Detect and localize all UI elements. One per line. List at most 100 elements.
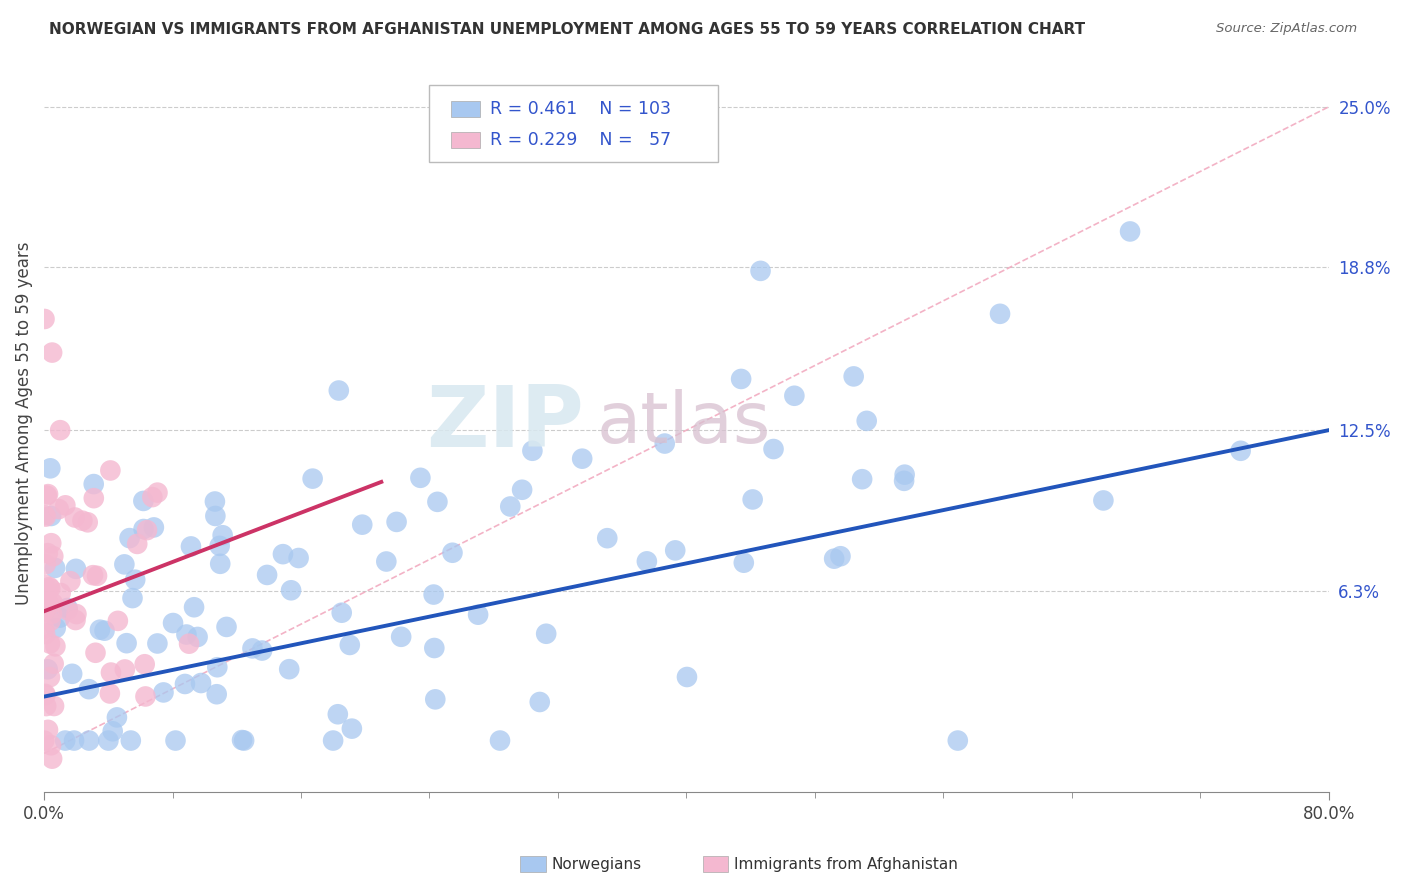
Point xyxy=(893,474,915,488)
Point xyxy=(242,641,264,656)
Point xyxy=(1119,224,1142,238)
Point xyxy=(65,613,87,627)
Point xyxy=(63,733,86,747)
Point xyxy=(422,588,444,602)
Point xyxy=(34,508,56,523)
Point xyxy=(190,676,212,690)
Point xyxy=(44,561,66,575)
Point xyxy=(287,551,309,566)
Point xyxy=(741,492,763,507)
Point xyxy=(34,627,56,641)
Point xyxy=(39,614,62,628)
Point xyxy=(730,372,752,386)
Point xyxy=(851,472,873,486)
Point xyxy=(39,582,62,596)
Point xyxy=(83,491,105,505)
Point xyxy=(72,514,94,528)
Text: R = 0.461    N = 103: R = 0.461 N = 103 xyxy=(489,100,671,118)
Point xyxy=(35,595,58,609)
Point xyxy=(165,733,187,747)
Point xyxy=(42,698,65,713)
Point xyxy=(53,499,76,513)
Point xyxy=(32,622,55,636)
Point xyxy=(152,685,174,699)
Point xyxy=(823,551,845,566)
Point xyxy=(571,451,593,466)
Point xyxy=(41,752,63,766)
Point xyxy=(187,630,209,644)
Point xyxy=(762,442,785,456)
Point xyxy=(676,670,699,684)
Point xyxy=(425,692,447,706)
Point xyxy=(120,733,142,747)
Point xyxy=(893,467,915,482)
Point xyxy=(499,500,522,514)
Point xyxy=(39,670,62,684)
FancyBboxPatch shape xyxy=(451,101,479,117)
Point xyxy=(45,621,67,635)
Text: ZIP: ZIP xyxy=(426,382,583,466)
Point xyxy=(35,489,58,503)
Text: NORWEGIAN VS IMMIGRANTS FROM AFGHANISTAN UNEMPLOYMENT AMONG AGES 55 TO 59 YEARS : NORWEGIAN VS IMMIGRANTS FROM AFGHANISTAN… xyxy=(49,22,1085,37)
Point xyxy=(100,665,122,680)
Point xyxy=(385,515,408,529)
Point xyxy=(63,510,86,524)
Point xyxy=(97,733,120,747)
Point xyxy=(205,687,228,701)
FancyBboxPatch shape xyxy=(429,85,718,162)
Point xyxy=(489,733,512,747)
Point xyxy=(39,508,62,523)
Point xyxy=(98,686,121,700)
Point xyxy=(510,483,533,497)
Point xyxy=(176,627,198,641)
FancyBboxPatch shape xyxy=(451,132,479,148)
Point xyxy=(59,574,82,589)
Point xyxy=(35,699,58,714)
Point xyxy=(426,495,449,509)
Point xyxy=(136,523,159,537)
Point xyxy=(250,643,273,657)
Point xyxy=(86,569,108,583)
Point xyxy=(132,494,155,508)
Text: Source: ZipAtlas.com: Source: ZipAtlas.com xyxy=(1216,22,1357,36)
Point xyxy=(654,436,676,450)
Point xyxy=(146,636,169,650)
Point xyxy=(211,528,233,542)
Point xyxy=(146,485,169,500)
Point xyxy=(37,546,59,560)
Text: Norwegians: Norwegians xyxy=(551,857,641,871)
Point xyxy=(114,663,136,677)
Point xyxy=(42,596,65,610)
Point xyxy=(330,606,353,620)
Point xyxy=(112,558,135,572)
Point xyxy=(271,547,294,561)
Point xyxy=(34,689,56,703)
Point xyxy=(83,477,105,491)
Point xyxy=(134,690,156,704)
Point xyxy=(48,502,70,516)
Point xyxy=(115,636,138,650)
Point xyxy=(322,733,344,747)
Point xyxy=(32,577,55,591)
Point xyxy=(101,724,124,739)
Point xyxy=(42,657,65,671)
Point xyxy=(60,666,83,681)
Point xyxy=(134,657,156,672)
Point xyxy=(93,624,115,638)
Point xyxy=(352,517,374,532)
Point xyxy=(328,384,350,398)
Text: atlas: atlas xyxy=(596,389,770,458)
Point xyxy=(174,677,197,691)
Point xyxy=(280,583,302,598)
Point xyxy=(534,626,557,640)
Point xyxy=(988,307,1011,321)
Point xyxy=(35,509,58,524)
Point xyxy=(231,733,253,747)
Point xyxy=(42,549,65,564)
Point xyxy=(76,516,98,530)
Point xyxy=(409,471,432,485)
Point xyxy=(278,662,301,676)
Point xyxy=(339,638,361,652)
Point xyxy=(423,640,446,655)
Point xyxy=(207,660,229,674)
